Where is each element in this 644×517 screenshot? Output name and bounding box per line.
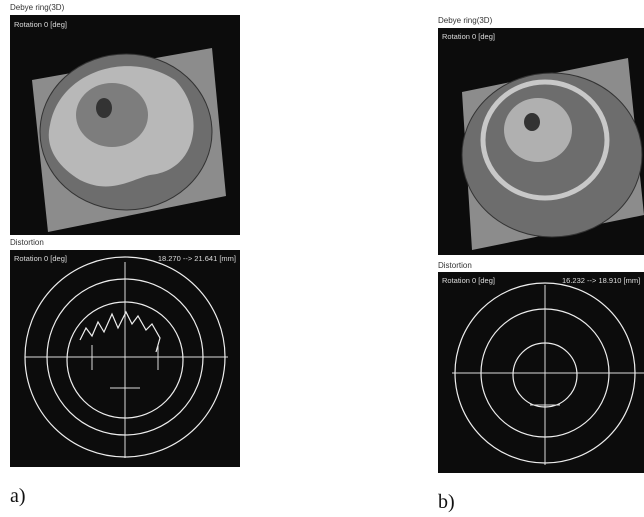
ring-inner — [504, 98, 572, 162]
debye-rotation: Rotation 0 [deg] — [442, 32, 495, 41]
debye-title: Debye ring(3D) — [10, 3, 65, 12]
panel-label: a) — [10, 485, 26, 507]
distortion-range: 18.270 --> 21.641 [mm] — [158, 254, 236, 263]
debye-rotation: Rotation 0 [deg] — [14, 20, 67, 29]
panel-label: b) — [438, 491, 455, 513]
distortion-rotation: Rotation 0 [deg] — [442, 276, 495, 285]
distortion-rotation: Rotation 0 [deg] — [14, 254, 67, 263]
distortion-title: Distortion — [438, 261, 472, 270]
ring-inner — [76, 83, 148, 147]
panel-a: Debye ring(3D) Rotation 0 [deg] Distorti… — [10, 3, 240, 507]
panel-b: Debye ring(3D) Rotation 0 [deg] Distorti… — [438, 16, 644, 513]
peak — [96, 98, 112, 118]
figure: Debye ring(3D) Rotation 0 [deg] Distorti… — [0, 0, 644, 517]
debye-title: Debye ring(3D) — [438, 16, 493, 25]
peak — [524, 113, 540, 131]
distortion-range: 16.232 --> 18.910 [mm] — [562, 276, 640, 285]
distortion-title: Distortion — [10, 238, 44, 247]
